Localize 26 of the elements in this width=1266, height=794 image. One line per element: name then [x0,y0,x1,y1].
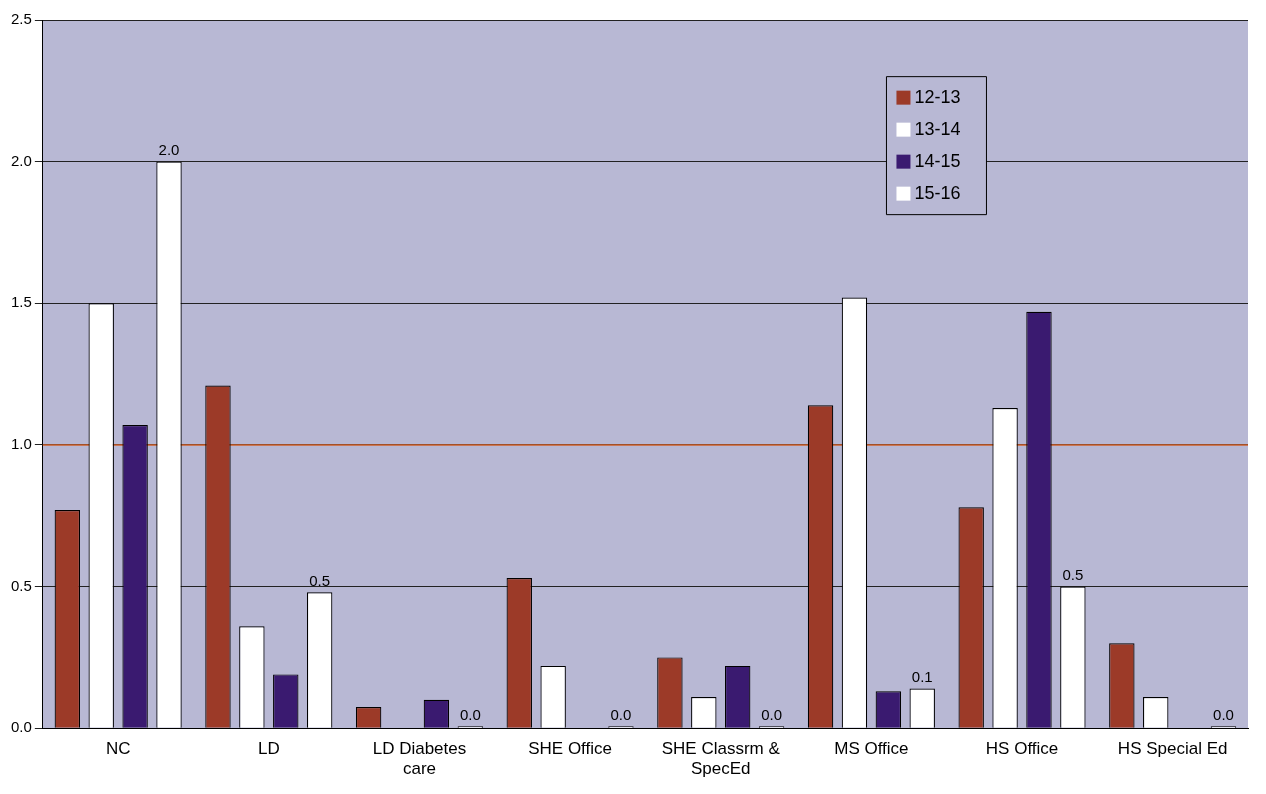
x-tick-label: HS Office [985,739,1059,759]
data-label: 0.0 [761,705,783,723]
legend-label: 15-16 [914,182,961,203]
x-tick-label: LD [257,739,280,759]
data-label: 2.0 [158,141,180,159]
y-tick-label: 1.0 [10,435,32,453]
data-label: 0.5 [1062,566,1084,584]
y-tick-label: 2.0 [10,151,32,169]
data-label: 0.0 [459,705,481,723]
y-tick-label: 1.5 [10,293,32,311]
legend-label: 12-13 [914,86,961,107]
y-tick-label: 2.5 [10,10,32,28]
x-tick-label: LD Diabetes care [372,739,467,779]
x-tick-label: SHE Classrm & SpecEd [661,739,781,779]
data-label: 0.0 [1213,705,1234,723]
y-tick-label: 0.0 [10,718,32,736]
x-tick-label: HS Special Ed [1117,739,1228,759]
data-label: 0.5 [309,571,331,589]
x-tick-label: SHE Office [528,739,612,759]
y-tick-label: 0.5 [10,576,32,594]
data-label: 0.1 [911,668,933,686]
legend-label: 13-14 [914,118,961,139]
data-label: 0.0 [610,705,632,723]
x-tick-label: MS Office [834,739,909,759]
legend-label: 14-15 [914,150,961,171]
x-tick-label: NC [105,739,131,759]
